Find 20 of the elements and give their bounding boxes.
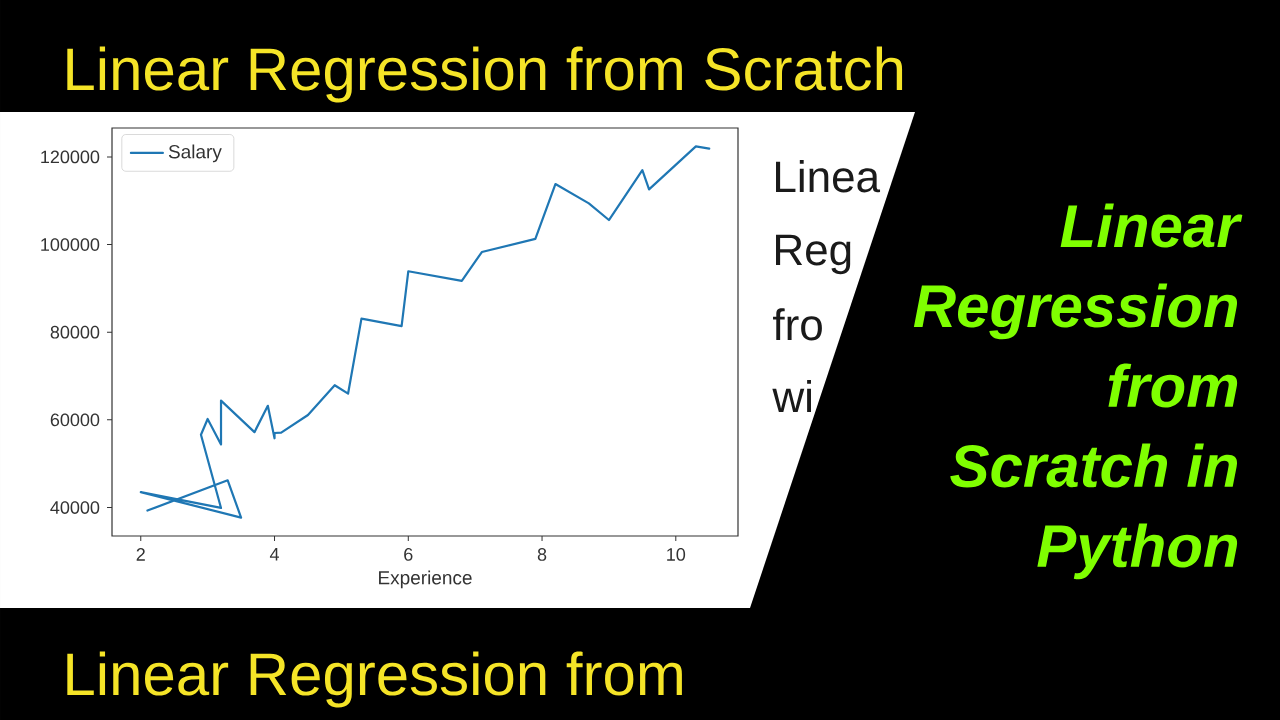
x-tick-label: 2 xyxy=(136,548,145,561)
x-tick-label: 4 xyxy=(269,548,279,561)
y-tick-label: 80000 xyxy=(50,325,100,339)
text: Linear Regression from Scratch in Python xyxy=(913,203,1243,580)
text: Linea xyxy=(776,160,881,193)
text: Linear Regression from xyxy=(67,651,682,708)
y-tick-label: 40000 xyxy=(50,501,100,514)
y-tick-label: 100000 xyxy=(41,238,100,251)
text: wi xyxy=(772,380,811,412)
text: fro xyxy=(773,308,822,341)
legend-label: Salary xyxy=(168,144,222,163)
y-tick-label: 120000 xyxy=(41,150,100,164)
x-tick-label: 6 xyxy=(404,548,413,561)
x-axis-title: Experience xyxy=(379,570,472,589)
x-tick-label: 10 xyxy=(667,548,686,561)
x-tick-label: 8 xyxy=(537,548,547,561)
y-tick-label: 60000 xyxy=(50,413,100,427)
text: Reg xyxy=(776,234,851,275)
line-series xyxy=(139,145,711,519)
chart-title: Linear Regression from Scratch xyxy=(67,46,903,103)
